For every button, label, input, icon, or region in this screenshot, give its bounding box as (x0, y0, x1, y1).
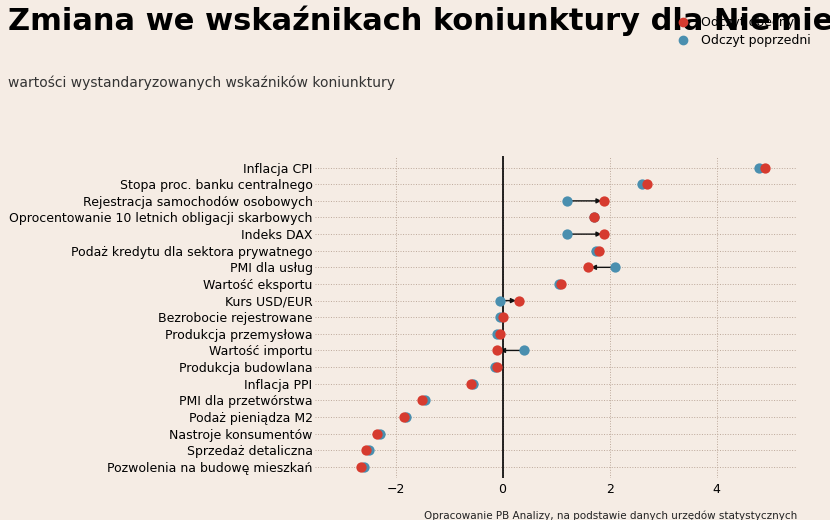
Point (418, 396, 432, 405)
Point (491, 346, 504, 355)
Point (598, 197, 611, 205)
Text: Zmiana we wskaźnikach koniunktury dla Niemiec: Zmiana we wskaźnikach koniunktury dla Ni… (8, 5, 830, 36)
Point (554, 280, 568, 288)
Point (493, 330, 506, 338)
Point (488, 363, 501, 371)
Point (416, 396, 429, 405)
Point (491, 330, 504, 338)
Legend: Odczyt obecny, Odczyt poprzedni: Odczyt obecny, Odczyt poprzedni (666, 11, 815, 53)
Point (493, 296, 506, 305)
Point (359, 446, 373, 454)
Point (608, 263, 622, 271)
Point (641, 180, 654, 188)
Point (491, 363, 504, 371)
X-axis label: Opracowanie PB Analizy, na podstawie danych urzędów statystycznych: Opracowanie PB Analizy, na podstawie dan… (423, 511, 797, 520)
Point (493, 313, 506, 321)
Point (517, 346, 530, 355)
Point (598, 230, 611, 238)
Point (400, 413, 413, 421)
Point (560, 197, 574, 205)
Point (635, 180, 648, 188)
Point (354, 463, 368, 471)
Point (587, 213, 600, 222)
Point (464, 380, 477, 388)
Point (362, 446, 375, 454)
Point (466, 380, 480, 388)
Point (587, 213, 600, 222)
Text: wartości wystandaryzowanych wskaźników koniunktury: wartości wystandaryzowanych wskaźników k… (8, 75, 395, 90)
Point (589, 246, 603, 255)
Point (512, 296, 525, 305)
Point (593, 246, 606, 255)
Point (552, 280, 565, 288)
Point (753, 163, 766, 172)
Point (560, 230, 574, 238)
Point (370, 430, 383, 438)
Point (373, 430, 386, 438)
Point (758, 163, 771, 172)
Point (496, 313, 510, 321)
Point (582, 263, 595, 271)
Point (357, 463, 370, 471)
Point (397, 413, 410, 421)
